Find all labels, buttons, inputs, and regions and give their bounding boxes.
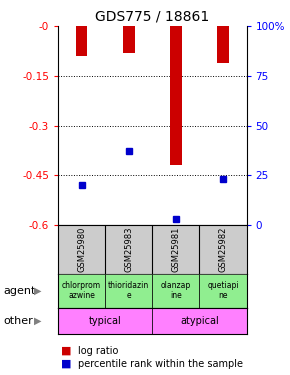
Bar — [58, 274, 105, 308]
Text: other: other — [3, 316, 33, 326]
Text: GSM25981: GSM25981 — [171, 226, 180, 272]
Bar — [152, 308, 246, 334]
Text: ▶: ▶ — [34, 286, 41, 296]
Text: chlorprom
azwine: chlorprom azwine — [62, 281, 101, 300]
Title: GDS775 / 18861: GDS775 / 18861 — [95, 10, 209, 24]
Text: GSM25982: GSM25982 — [218, 226, 227, 272]
Text: log ratio: log ratio — [78, 346, 119, 355]
Text: quetiapi
ne: quetiapi ne — [207, 281, 239, 300]
Text: ▶: ▶ — [34, 316, 41, 326]
Text: ■: ■ — [61, 346, 71, 355]
Text: GSM25980: GSM25980 — [77, 226, 86, 272]
Text: ■: ■ — [61, 359, 71, 369]
Text: percentile rank within the sample: percentile rank within the sample — [78, 359, 243, 369]
Bar — [200, 274, 246, 308]
Bar — [217, 26, 229, 63]
Bar — [170, 26, 182, 165]
Text: olanzap
ine: olanzap ine — [161, 281, 191, 300]
Bar — [76, 26, 88, 56]
Text: GSM25983: GSM25983 — [124, 226, 133, 272]
Text: agent: agent — [3, 286, 35, 296]
Text: atypical: atypical — [180, 316, 219, 326]
Bar — [58, 308, 152, 334]
Text: typical: typical — [89, 316, 122, 326]
Bar — [123, 26, 135, 53]
Text: thioridazin
e: thioridazin e — [108, 281, 149, 300]
Bar — [152, 274, 200, 308]
Bar — [105, 274, 152, 308]
